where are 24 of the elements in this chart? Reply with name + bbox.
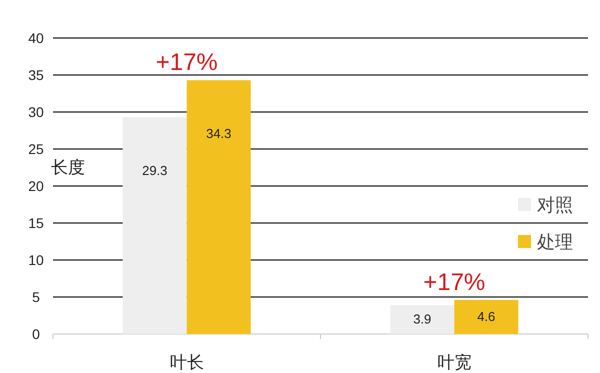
- y-tick-label: 10: [28, 252, 44, 268]
- y-axis-title: 长度: [51, 158, 85, 177]
- annotation: +17%: [156, 49, 218, 76]
- legend-label: 处理: [537, 232, 573, 252]
- bar: [186, 80, 251, 334]
- y-tick-label: 40: [28, 30, 44, 46]
- legend-label: 对照: [537, 195, 573, 215]
- y-tick-label: 35: [28, 67, 44, 83]
- y-tick-label: 15: [28, 215, 44, 231]
- x-tick-label: 叶长: [170, 353, 204, 372]
- data-label: 29.3: [142, 163, 168, 178]
- annotation: +17%: [423, 268, 486, 296]
- y-tick-label: 25: [28, 141, 44, 157]
- data-label: 34.3: [206, 126, 232, 142]
- x-tick-label: 叶宽: [437, 353, 472, 372]
- y-tick-label: 5: [32, 289, 40, 305]
- y-tick-label: 30: [28, 104, 44, 120]
- data-label: 3.9: [413, 312, 432, 327]
- y-tick-label: 0: [32, 326, 40, 342]
- y-tick-label: 20: [28, 178, 44, 194]
- bar: [454, 300, 518, 334]
- data-label: 4.6: [477, 308, 496, 324]
- bar: [390, 305, 454, 334]
- bar: [122, 117, 187, 334]
